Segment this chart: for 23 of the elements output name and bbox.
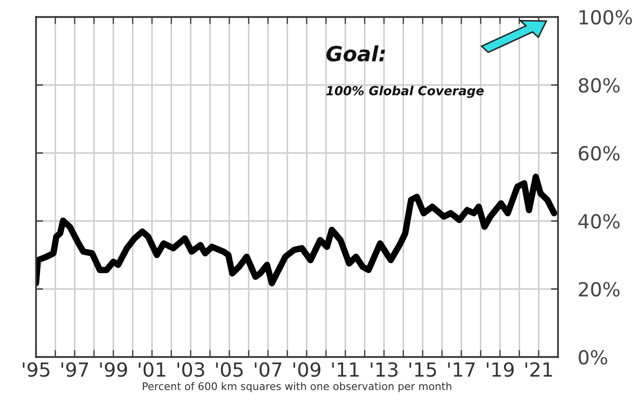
x-tick-label: '97 bbox=[61, 362, 88, 377]
y-tick-label: 0% bbox=[578, 350, 608, 365]
x-tick-label: '07 bbox=[254, 362, 282, 377]
x-tick-label: '13 bbox=[370, 362, 398, 377]
x-tick-label: '19 bbox=[486, 362, 514, 377]
x-tick-label: '11 bbox=[332, 362, 359, 377]
x-tick-label: '05 bbox=[216, 362, 243, 377]
x-tick-label: '17 bbox=[448, 362, 475, 377]
x-tick-label: '15 bbox=[409, 362, 436, 377]
x-tick-label: '03 bbox=[177, 362, 204, 377]
y-tick-label: 40% bbox=[578, 214, 620, 229]
annotation: Goal: bbox=[326, 45, 386, 62]
annotation: 100% Global Coverage bbox=[326, 86, 484, 98]
x-axis-title: Percent of 600 km squares with one observation per month bbox=[142, 382, 452, 392]
y-tick-label: 60% bbox=[578, 146, 620, 161]
x-tick-label: '01 bbox=[138, 362, 166, 377]
x-tick-label: '21 bbox=[525, 362, 552, 377]
x-tick-label: '09 bbox=[293, 362, 320, 377]
y-tick-label: 100% bbox=[580, 10, 632, 25]
x-tick-label: '95 bbox=[22, 362, 50, 377]
y-tick-label: 80% bbox=[578, 78, 620, 93]
x-tick-label: '99 bbox=[100, 362, 128, 377]
y-tick-label: 20% bbox=[578, 282, 620, 297]
